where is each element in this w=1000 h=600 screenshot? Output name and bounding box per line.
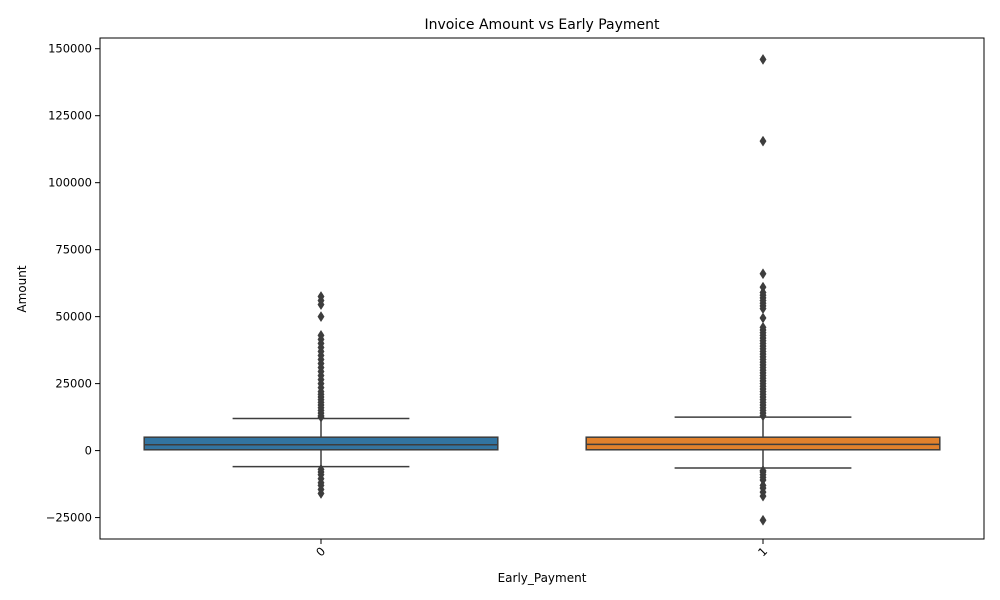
outlier-point <box>759 465 767 477</box>
outlier-point <box>759 53 767 65</box>
y-tick-label: 75000 <box>55 243 92 257</box>
outlier-point <box>759 321 767 333</box>
y-tick-label: 150000 <box>48 42 92 56</box>
y-tick-label: 125000 <box>48 109 92 123</box>
y-tick-label: 25000 <box>55 377 92 391</box>
x-tick-label: 1 <box>755 544 770 559</box>
box-group-1 <box>585 53 941 526</box>
outlier-point <box>759 268 767 280</box>
outlier-point <box>759 514 767 526</box>
outlier-point <box>317 291 325 303</box>
outlier-point <box>317 463 325 475</box>
y-tick-label: −25000 <box>46 511 92 525</box>
outlier-point <box>759 135 767 147</box>
iqr-box <box>585 436 941 451</box>
outlier-point <box>759 312 767 324</box>
y-tick-label: 100000 <box>48 176 92 190</box>
x-axis-label: Early_Payment <box>498 571 587 585</box>
y-axis-label: Amount <box>15 265 29 312</box>
x-tick-label: 0 <box>313 544 328 559</box>
plot-frame <box>99 37 985 540</box>
axes: 0 1 −25000 0 25000 50000 75000 100000 125000 1500… <box>46 37 985 559</box>
outlier-point <box>317 311 325 323</box>
y-tick-label: 50000 <box>55 310 92 324</box>
plot-area <box>143 53 941 526</box>
chart-title: Invoice Amount vs Early Payment <box>424 17 660 33</box>
y-tick-label: 0 <box>85 444 92 458</box>
box-group-0 <box>143 291 499 499</box>
outlier-point <box>759 281 767 293</box>
outlier-point <box>317 329 325 341</box>
iqr-box <box>143 436 499 451</box>
